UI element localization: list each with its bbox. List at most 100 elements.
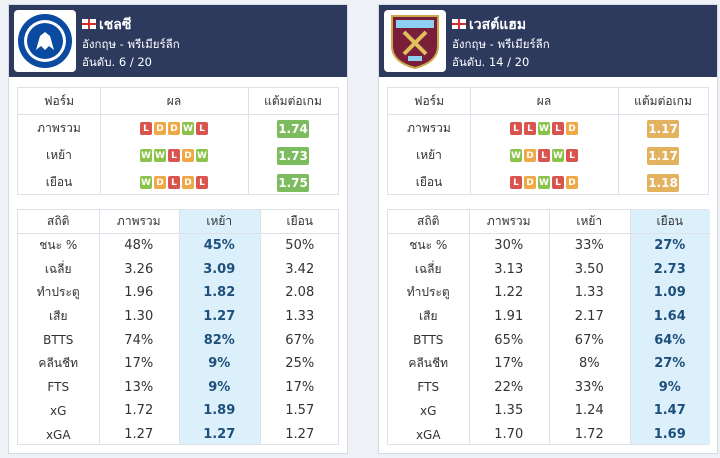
col-divider: [179, 210, 180, 445]
ppg-badge: 1.18: [647, 173, 679, 192]
team-card: เวสต์แฮม อังกฤษ - พรีเมียร์ลีก อันดับ. 14 …: [378, 4, 718, 454]
stats-header: เหย้า: [549, 210, 630, 234]
result-badge: L: [168, 149, 180, 162]
stat-value: 3.50: [574, 261, 604, 277]
col-divider: [549, 210, 550, 445]
stat-value: 64%: [654, 332, 686, 348]
logo-box: [384, 10, 446, 72]
form-header: แต้มต่อเกม: [248, 88, 338, 115]
result-badge: W: [196, 149, 208, 162]
result-badge: W: [552, 149, 564, 162]
stat-value: 1.72: [124, 403, 154, 419]
team-header: เชลซี อังกฤษ - พรีเมียร์ลีก อันดับ. 6 / 20: [9, 5, 347, 77]
stat-value: 1.64: [653, 309, 686, 325]
stat-value: 9%: [208, 356, 231, 372]
stat-value: 27%: [654, 238, 686, 254]
result-badge: D: [524, 176, 536, 189]
team-logo: [391, 15, 439, 70]
result-badge: W: [538, 176, 550, 189]
stat-value: 50%: [285, 238, 315, 254]
result-badge: D: [566, 176, 578, 189]
form-table: ฟอร์ม ผล แต้มต่อเกม ภาพรวม L D D W L 1.74 เหย้า W W L…: [17, 87, 339, 195]
col-divider: [470, 88, 471, 194]
col-divider: [98, 210, 100, 445]
stat-value: 2.73: [653, 261, 686, 277]
team-header: เวสต์แฮม อังกฤษ - พรีเมียร์ลีก อันดับ. 14 …: [379, 5, 717, 77]
stat-label: เฉลี่ย: [44, 261, 72, 276]
stat-label: ทำประตู: [36, 285, 80, 300]
result-badge: L: [566, 149, 578, 162]
stat-value: 9%: [208, 379, 231, 395]
stat-value: 1.47: [653, 403, 686, 419]
result-badge: D: [524, 149, 536, 162]
stat-value: 1.27: [285, 427, 315, 443]
col-divider: [618, 88, 619, 194]
stats-header: เยือน: [259, 210, 340, 234]
stat-value: 45%: [203, 238, 235, 254]
stat-value: 1.91: [494, 309, 524, 325]
rank: อันดับ. 6 / 20: [82, 55, 152, 69]
stat-value: 27%: [654, 356, 686, 372]
result-badge: W: [538, 122, 550, 135]
form-header: ผล: [100, 88, 248, 115]
highlight-column: [629, 210, 710, 445]
stat-label: เสีย: [49, 309, 68, 324]
result-badge: D: [566, 122, 578, 135]
team-name: เวสต์แฮม: [469, 17, 527, 33]
ppg-cell: 1.17: [618, 142, 708, 169]
stat-label: คลีนชีท: [408, 356, 449, 371]
stat-value: 22%: [494, 379, 524, 395]
stat-value: 67%: [574, 332, 604, 348]
flag: [82, 18, 96, 32]
stat-label: BTTS: [43, 333, 74, 348]
result-badge: L: [140, 122, 152, 135]
stat-label: xG: [420, 403, 437, 418]
stat-value: 1.27: [203, 309, 236, 325]
stat-value: 33%: [574, 379, 604, 395]
stat-value: 17%: [494, 356, 524, 372]
stat-value: 1.24: [574, 403, 604, 419]
stat-value: 17%: [285, 379, 315, 395]
form-label: ภาพรวม: [37, 121, 81, 135]
result-badge: L: [168, 176, 180, 189]
stat-value: 1.70: [494, 427, 524, 443]
stat-value: 25%: [285, 356, 315, 372]
stat-label: ทำประตู: [406, 285, 450, 300]
result-badge: L: [510, 176, 522, 189]
team-logo: [18, 14, 72, 68]
ppg-cell: 1.74: [248, 115, 338, 142]
ppg-badge: 1.74: [277, 119, 309, 138]
stat-label: คลีนชีท: [38, 356, 79, 371]
stat-value: 1.33: [574, 285, 604, 301]
form-label: เหย้า: [416, 148, 442, 162]
stats-table: สถิติ ภาพรวม เหย้า เยือน ชนะ % 48% 45% 50% เฉลี่…: [17, 209, 340, 446]
stat-label: FTS: [417, 380, 440, 395]
ppg-cell: 1.73: [248, 142, 338, 169]
stat-value: 1.89: [203, 403, 236, 419]
stat-label: เสีย: [419, 309, 438, 324]
ppg-badge: 1.75: [277, 173, 309, 192]
stat-value: 1.27: [124, 427, 154, 443]
col-divider: [100, 88, 101, 194]
logo-box: [14, 10, 76, 72]
stat-value: 1.30: [124, 309, 154, 325]
stat-value: 2.08: [285, 285, 315, 301]
stats-header: สถิติ: [18, 210, 99, 234]
stat-value: 1.27: [203, 427, 236, 443]
stat-label: ชนะ %: [409, 238, 448, 253]
result-badge: D: [168, 122, 180, 135]
stat-value: 3.42: [285, 261, 315, 277]
league: อังกฤษ - พรีเมียร์ลีก: [452, 37, 550, 51]
stat-value: 13%: [124, 379, 154, 395]
ppg-cell: 1.17: [618, 115, 708, 142]
ppg-cell: 1.75: [248, 169, 338, 196]
stat-label: เฉลี่ย: [414, 261, 442, 276]
flag-icon: [82, 19, 96, 29]
ppg-badge: 1.73: [277, 146, 309, 165]
stat-value: 1.22: [494, 285, 524, 301]
